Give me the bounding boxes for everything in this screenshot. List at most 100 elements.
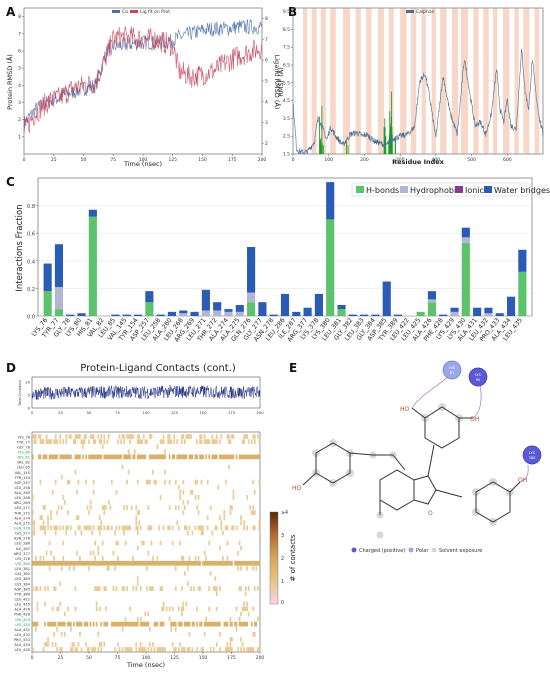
- atom-label-ho-left: HO: [292, 485, 302, 492]
- panel-d-total-contacts-line: [31, 385, 261, 400]
- bar-h-bonds-ala_426: [427, 302, 436, 316]
- d-row-label-leu_271: LEU_271: [14, 506, 30, 510]
- heatmap-row-ala_426: [36, 606, 255, 612]
- a-xtick-label: 50: [81, 157, 87, 163]
- atom-label-o-furan: O: [428, 510, 433, 517]
- d-row-label-val_145: VAL_145: [15, 471, 30, 475]
- bar-hydrophobic-leu_271: [201, 310, 210, 316]
- d-row-label-ile_287: ILE_287: [16, 547, 30, 551]
- b-ytick-label: 7.5: [283, 45, 290, 51]
- c-ytick-label: 0.0: [27, 315, 35, 321]
- d-row-label-leu_268: LEU_268: [14, 496, 30, 500]
- heatmap-row-leu_432: [53, 631, 256, 637]
- panel-b-xlabel: Residue Index: [392, 158, 445, 166]
- residue-lys-90: LYS 90: [468, 367, 488, 387]
- legend-swatch-water: [484, 186, 492, 193]
- a-ytick-r-label: 6: [265, 58, 268, 64]
- bar-water-bridges-lys_430: [461, 227, 470, 238]
- d-row-label-ala_434: ALA_434: [14, 643, 30, 647]
- bar-hydrophobic-lys_430: [461, 237, 470, 243]
- d-top-xtick-label: 150: [199, 410, 207, 415]
- bar-water-bridges-lys_80: [77, 313, 86, 316]
- panel-d-heatmap-xticks: 0 25 50 75 100 125 150 175 200: [31, 652, 264, 661]
- ligand-molecule: [302, 403, 521, 539]
- colorbar-tick-label: 0: [281, 600, 284, 606]
- sse-band: [451, 8, 458, 154]
- atom-label-oh-top: OH: [470, 416, 479, 423]
- bar-water-bridges-asp_257: [145, 291, 154, 303]
- bar-hydrophobic-ala_274: [224, 311, 233, 316]
- bar-water-bridges-gly_277: [258, 302, 267, 316]
- d-row-label-leu_381: LEU_381: [14, 567, 30, 571]
- colorbar-ticks: 0 1 2 3 ≥4: [281, 510, 288, 606]
- b-xtick-label: 600: [503, 157, 512, 163]
- b-ytick-label: 2.5: [283, 134, 290, 140]
- bar-water-bridges-ala_431: [473, 307, 482, 316]
- d-row-label-gln_276: GLN_276: [14, 527, 31, 531]
- panel-c-grid: [38, 205, 532, 317]
- bar-h-bonds-his_81: [88, 216, 97, 316]
- legend-calphas: Calphas: [416, 9, 435, 15]
- d-xtick-label: 100: [142, 655, 151, 661]
- panel-letter-b: B: [288, 5, 297, 19]
- c-ytick-label: 0.4: [27, 259, 35, 265]
- sse-band: [483, 8, 489, 154]
- bar-h-bonds-lys_76: [43, 291, 52, 316]
- bar-water-bridges-val_145: [122, 314, 131, 316]
- b-ytick-label: 8.5: [283, 27, 290, 33]
- a-ytick-label: 3: [18, 100, 21, 106]
- d-row-label-leu_286: LEU_286: [14, 542, 30, 546]
- d-row-label-lys_429: LYS_429: [15, 618, 30, 622]
- c-ytick-label: 0.8: [27, 204, 35, 210]
- d-row-label-ala_275: ALA_275: [14, 521, 30, 525]
- bar-water-bridges-gln_276: [247, 247, 256, 293]
- d-row-label-gly_382: GLY_382: [15, 572, 30, 576]
- heatmap-row-leu_381: [48, 566, 258, 571]
- b-xtick-label: 400: [432, 157, 441, 163]
- d-row-label-lys_378: LYS_378: [15, 557, 30, 561]
- legend-swatch-lig: [130, 10, 138, 13]
- d-row-label-tyr_154: TYR_154: [13, 476, 30, 480]
- d-row-label-lys_430: LYS_430: [15, 623, 30, 627]
- panel-c-bars: [43, 182, 527, 316]
- a-ytick-label: 6: [18, 48, 21, 54]
- colorbar-gradient: [269, 511, 279, 605]
- bar-water-bridges-leu_432: [484, 307, 493, 314]
- sse-band: [503, 8, 510, 154]
- sse-band: [330, 8, 336, 154]
- sse-band: [440, 8, 447, 154]
- bar-water-bridges-gly_384: [371, 314, 380, 316]
- panel-b-yticks: 1.5 2.5 3.5 4.5 5.5 6.5 7.5 8.5 9.5: [283, 9, 293, 158]
- solvent-exposure-halos: [312, 403, 514, 539]
- heatmap-row-lys_430: [32, 621, 258, 627]
- a-ytick-label: 7: [18, 31, 21, 37]
- panel-a-yticks-right: 2 3 4 5 6 7 8: [262, 16, 268, 147]
- bar-h-bonds-lys_380: [326, 219, 335, 316]
- furan-ring: [413, 475, 437, 505]
- panel-letter-d: D: [6, 361, 16, 375]
- bar-water-bridges-gly_382: [348, 314, 357, 316]
- d-top-ytick-label: 5: [28, 393, 31, 398]
- a-xtick-label: 125: [168, 157, 177, 163]
- a-xtick-label: 150: [198, 157, 207, 163]
- a-ytick-r-label: 2: [265, 141, 268, 147]
- d-xtick-label: 25: [58, 655, 64, 661]
- panel-a-ylabel-left: Protein RMSD (Å): [5, 54, 14, 110]
- b-xtick-label: 300: [396, 157, 405, 163]
- panel-c-yticks: 0.0 0.2 0.4 0.6 0.8: [27, 204, 38, 321]
- heatmap-row-lys_380: [32, 560, 261, 566]
- bar-water-bridges-thr_272: [213, 302, 222, 311]
- d-row-label-leu_435: LEU_435: [14, 648, 30, 652]
- bar-water-bridges-phe_428: [439, 314, 448, 316]
- bar-water-bridges-ala_274: [224, 309, 233, 312]
- bar-water-bridges-ile_287: [292, 311, 301, 316]
- residue-num-lys380: 380: [529, 456, 536, 460]
- colorbar-tick-label: 1: [281, 579, 284, 585]
- panel-b-ylabel: RMSF (Å): [276, 67, 285, 97]
- b-xtick-label: 200: [360, 157, 369, 163]
- colorbar-tick-label: 2: [281, 556, 284, 562]
- d-xtick-label: 175: [227, 655, 236, 661]
- bar-hydrophobic-ala_275: [235, 311, 244, 316]
- sse-band: [343, 8, 351, 154]
- d-top-xtick-label: 125: [171, 410, 179, 415]
